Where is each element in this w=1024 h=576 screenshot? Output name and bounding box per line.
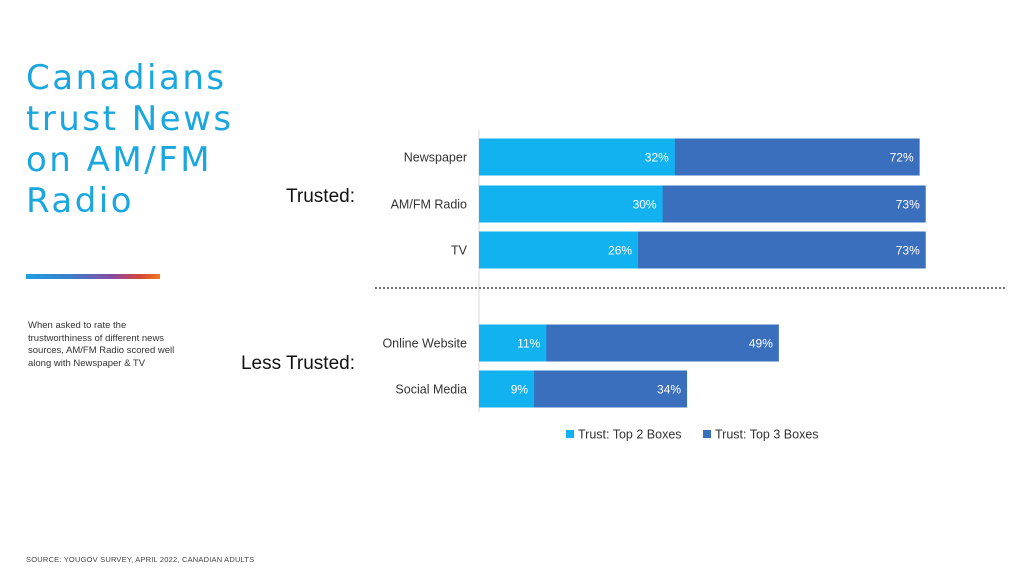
data-label-top3: 34% — [657, 383, 681, 397]
data-label-top2: 9% — [511, 383, 529, 397]
bar-top2-boxes — [479, 370, 535, 408]
data-label-top3: 72% — [890, 151, 914, 165]
bar-top2-boxes — [479, 185, 663, 223]
group-label: Less Trusted: — [241, 353, 355, 374]
slide-title: Canadians trust News on AM/FM Radio — [26, 58, 266, 222]
legend-label: Trust: Top 3 Boxes — [715, 428, 819, 442]
legend-label: Trust: Top 2 Boxes — [578, 428, 682, 442]
group-label: Trusted: — [286, 186, 355, 207]
category-label: Online Website — [382, 337, 467, 351]
data-label-top2: 32% — [645, 151, 669, 165]
title-line: trust News — [26, 99, 234, 139]
legend-swatch — [566, 430, 574, 438]
category-label: Newspaper — [404, 151, 467, 165]
data-label-top3: 73% — [896, 244, 920, 258]
category-label: AM/FM Radio — [391, 198, 467, 212]
bar-top2-boxes — [479, 324, 547, 362]
title-line: Canadians — [26, 58, 227, 98]
data-label-top2: 26% — [608, 244, 632, 258]
gradient-divider — [26, 274, 160, 279]
data-label-top2: 30% — [633, 198, 657, 212]
chart-description: When asked to rate the trustworthiness o… — [28, 320, 175, 369]
data-label-top2: 11% — [517, 337, 540, 351]
title-line: on AM/FM — [26, 140, 213, 180]
legend-swatch — [703, 430, 711, 438]
category-label: Social Media — [395, 383, 467, 397]
source-note: SOURCE: YOUGOV SURVEY, APRIL 2022, CANAD… — [26, 555, 255, 564]
category-label: TV — [451, 244, 468, 258]
data-label-top3: 49% — [749, 337, 773, 351]
data-label-top3: 73% — [896, 198, 920, 212]
title-line: Radio — [26, 181, 135, 221]
bar-top2-boxes — [479, 138, 675, 176]
bar-top2-boxes — [479, 231, 639, 269]
